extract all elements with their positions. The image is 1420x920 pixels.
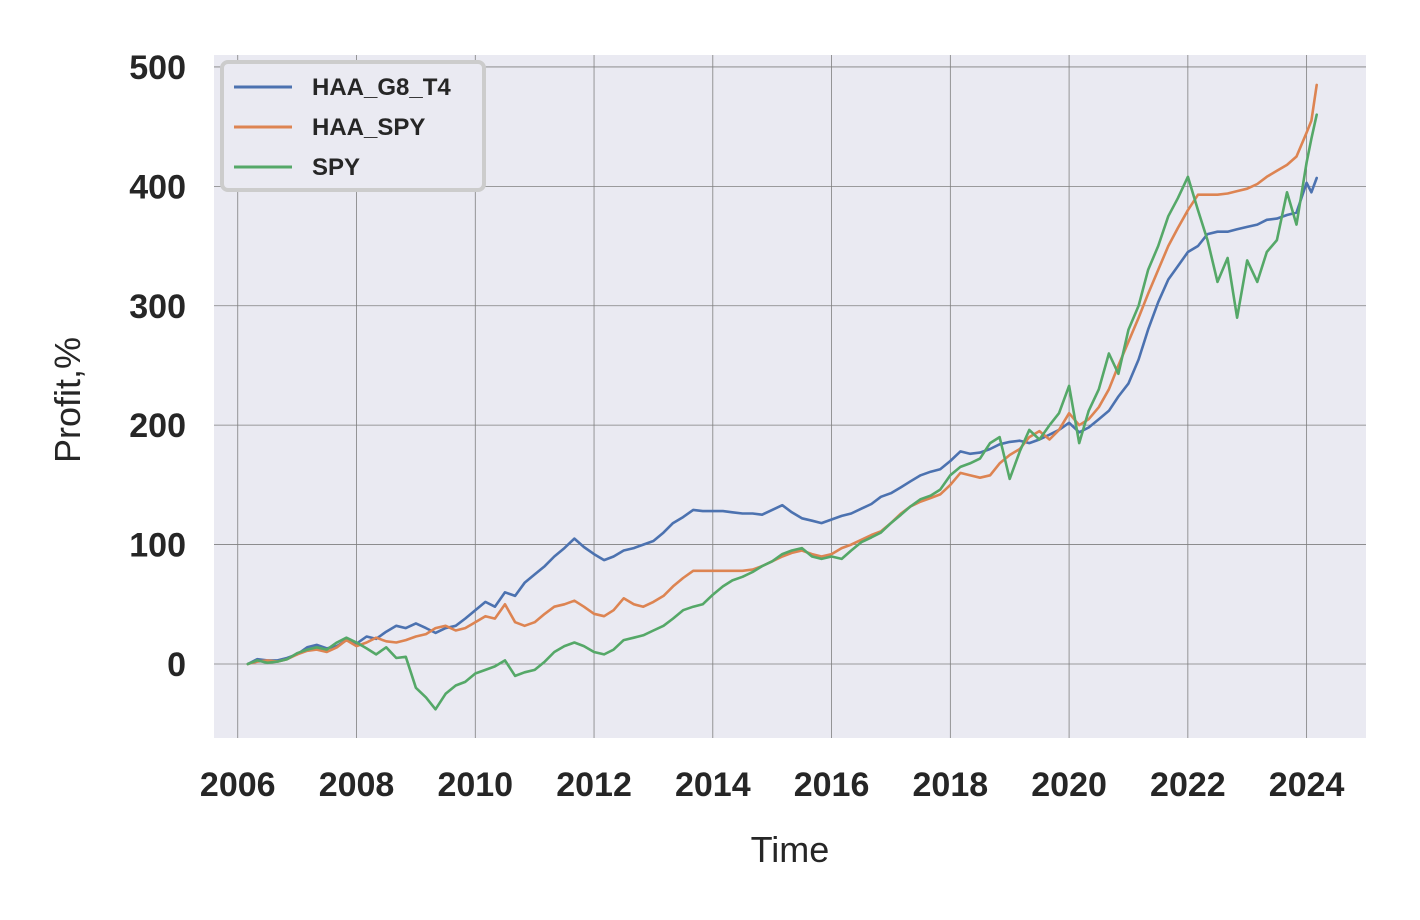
x-tick-label: 2020 [1031,766,1107,804]
series-line-spy [246,113,1318,711]
x-tick-label: 2016 [794,766,870,804]
series-layer [246,83,1318,711]
y-tick-label: 500 [129,49,186,87]
y-tick-label: 300 [129,288,186,326]
x-tick-label: 2018 [913,766,989,804]
y-tick-label: 400 [129,168,186,206]
x-axis-title: Time [751,829,830,870]
x-axis: 2006 2008 2010 2012 2014 2016 2018 2020 2022 2024 [200,766,1345,804]
y-tick-label: 200 [129,407,186,445]
legend-box [220,60,486,192]
legend-label: HAA_G8_T4 [312,74,451,101]
y-tick-label: 100 [129,527,186,565]
x-tick-label: 2006 [200,766,276,804]
y-tick-label: 0 [167,646,186,684]
x-tick-label: 2012 [556,766,632,804]
x-tick-label: 2024 [1269,766,1345,804]
x-tick-label: 2008 [319,766,395,804]
legend-label: SPY [312,154,360,181]
legend: HAA_G8_T4 HAA_SPY SPY [220,60,486,192]
series-line-haa-g8-t4 [246,176,1318,666]
legend-label: HAA_SPY [312,114,425,141]
y-axis: 0 100 200 300 400 500 [129,49,186,684]
y-axis-title: Profit,% [47,337,88,463]
x-tick-label: 2014 [675,766,751,804]
x-tick-label: 2010 [437,766,513,804]
x-tick-label: 2022 [1150,766,1226,804]
series-line-haa-spy [246,83,1318,666]
